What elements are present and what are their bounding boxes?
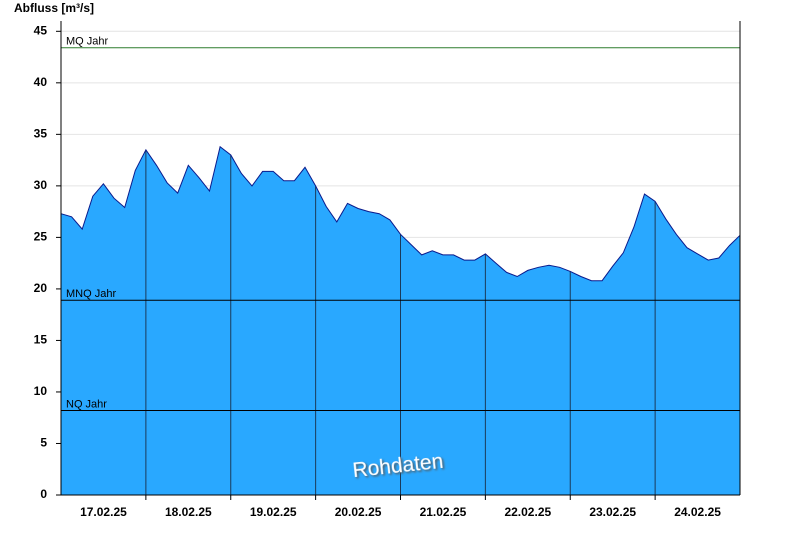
x-tick-label: 23.02.25 — [589, 505, 636, 519]
y-tick-label: 5 — [40, 436, 47, 450]
x-tick-label: 22.02.25 — [504, 505, 551, 519]
area-line — [60, 145, 741, 282]
x-tick-label: 19.02.25 — [250, 505, 297, 519]
x-tick-label: 21.02.25 — [420, 505, 467, 519]
y-tick-label: 15 — [34, 333, 48, 347]
y-axis-label: Abfluss [m³/s] — [14, 1, 94, 15]
y-tick-label: 25 — [34, 230, 48, 244]
y-tick-label: 20 — [34, 281, 48, 295]
reference-label: MQ Jahr — [66, 36, 109, 48]
y-tick-label: 45 — [34, 23, 48, 37]
y-tick-label: 35 — [34, 127, 48, 141]
y-tick-label: 30 — [34, 178, 48, 192]
x-tick-label: 20.02.25 — [335, 505, 382, 519]
y-tick-label: 0 — [40, 487, 47, 501]
x-tick-label: 17.02.25 — [80, 505, 127, 519]
reference-label: MNQ Jahr — [66, 288, 116, 300]
x-tick-label: 18.02.25 — [165, 505, 212, 519]
y-tick-label: 10 — [34, 384, 48, 398]
x-tick-label: 24.02.25 — [674, 505, 721, 519]
y-tick-label: 40 — [34, 75, 48, 89]
reference-label: NQ Jahr — [66, 398, 107, 410]
